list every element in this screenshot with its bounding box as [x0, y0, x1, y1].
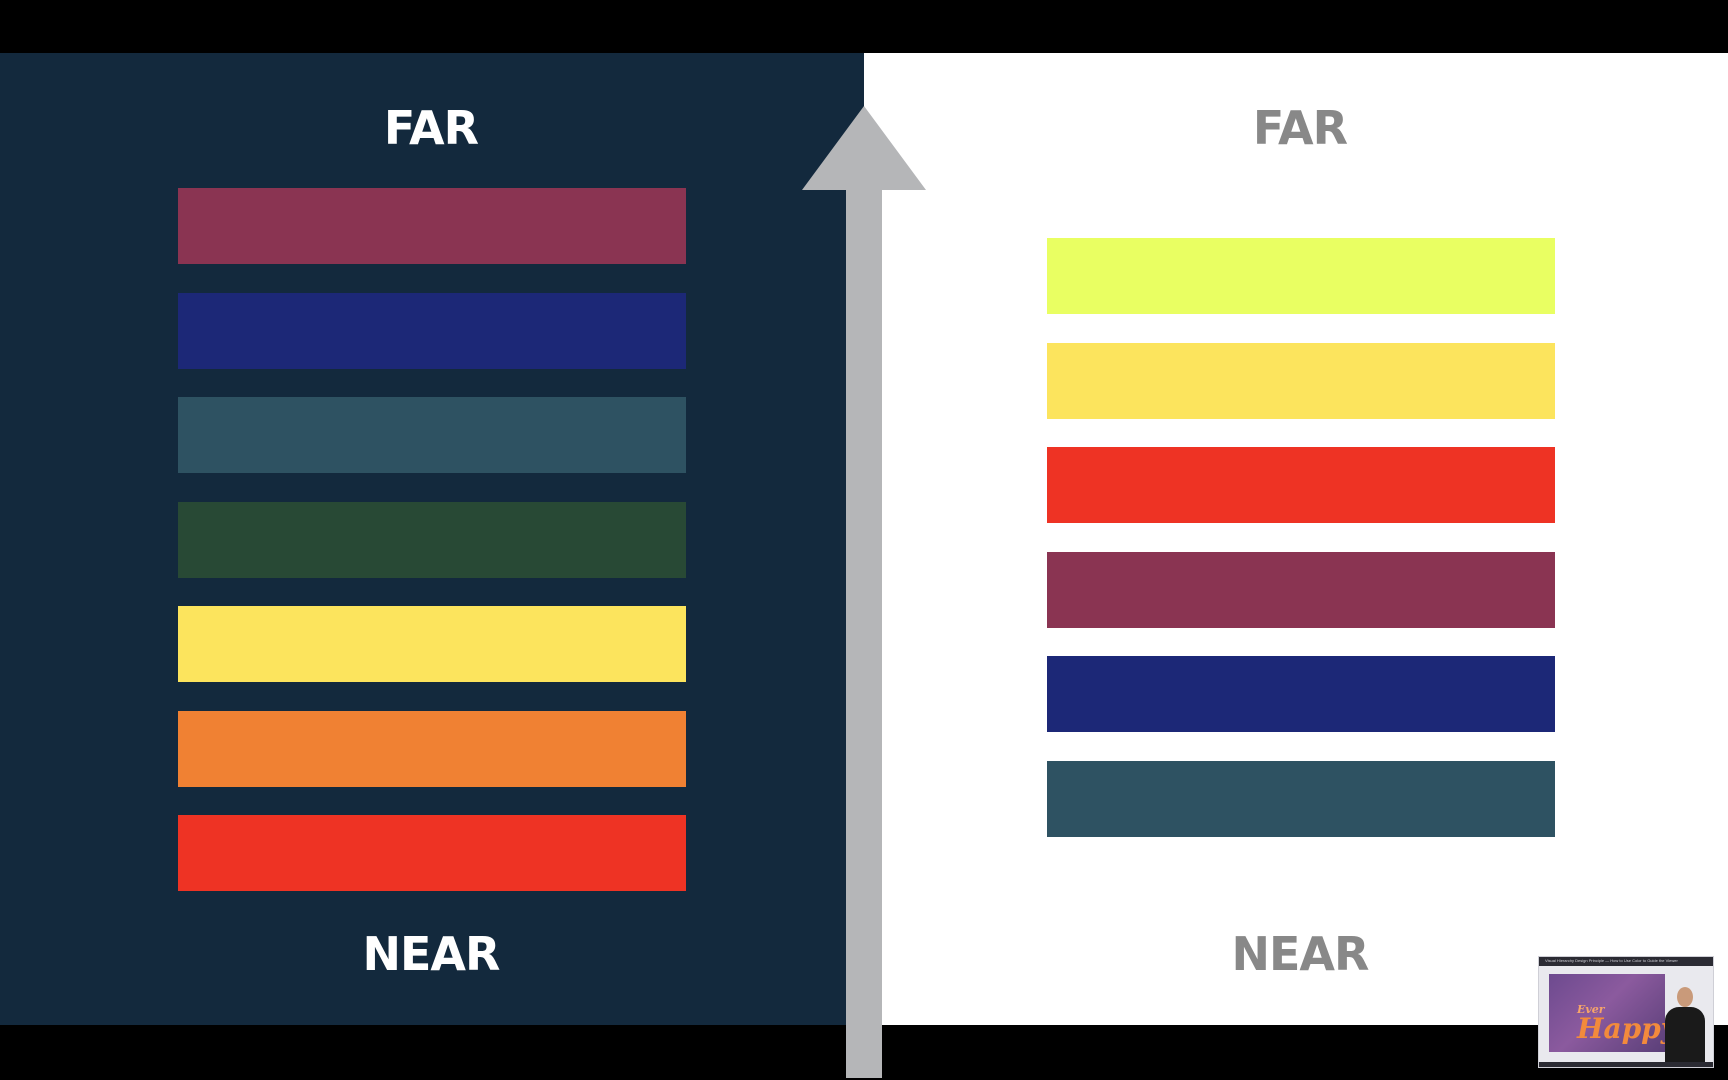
right-bar-6 — [1047, 760, 1555, 837]
slide: FAR NEAR FAR NEAR — [0, 53, 1728, 1078]
up-arrow-icon — [802, 106, 926, 1078]
left-bar-5 — [178, 606, 686, 682]
right-bar-1 — [1047, 238, 1555, 314]
thumbnail-artwork: Ever Happy? — [1549, 974, 1693, 1052]
right-bar-2 — [1047, 342, 1555, 419]
right-far-label: FAR — [1252, 101, 1348, 155]
presenter-body — [1665, 1007, 1705, 1067]
thumbnail-title: Visual Hierarchy Design Principle — How … — [1545, 958, 1678, 963]
right-bar-5 — [1047, 656, 1555, 732]
right-near-label: NEAR — [1231, 927, 1370, 981]
left-far-label: FAR — [383, 101, 479, 155]
left-bar-4 — [178, 501, 686, 578]
left-bar-2 — [178, 292, 686, 369]
left-bar-3 — [178, 397, 686, 473]
right-panel: FAR NEAR — [864, 53, 1728, 1025]
left-bar-6 — [178, 710, 686, 787]
video-thumbnail[interactable]: Visual Hierarchy Design Principle — How … — [1538, 956, 1714, 1068]
presenter-head — [1677, 987, 1693, 1007]
thumbnail-headline-prefix: Ever — [1577, 1003, 1605, 1016]
right-bar-4 — [1047, 551, 1555, 628]
left-near-label: NEAR — [362, 927, 501, 981]
thumbnail-controls-bar — [1539, 1062, 1713, 1067]
left-bar-7 — [178, 815, 686, 891]
thumbnail-title-bar: Visual Hierarchy Design Principle — How … — [1539, 957, 1713, 966]
presenter-avatar — [1663, 987, 1707, 1067]
left-bar-1 — [178, 188, 686, 264]
right-bar-3 — [1047, 447, 1555, 523]
left-panel: FAR NEAR — [0, 53, 864, 1025]
